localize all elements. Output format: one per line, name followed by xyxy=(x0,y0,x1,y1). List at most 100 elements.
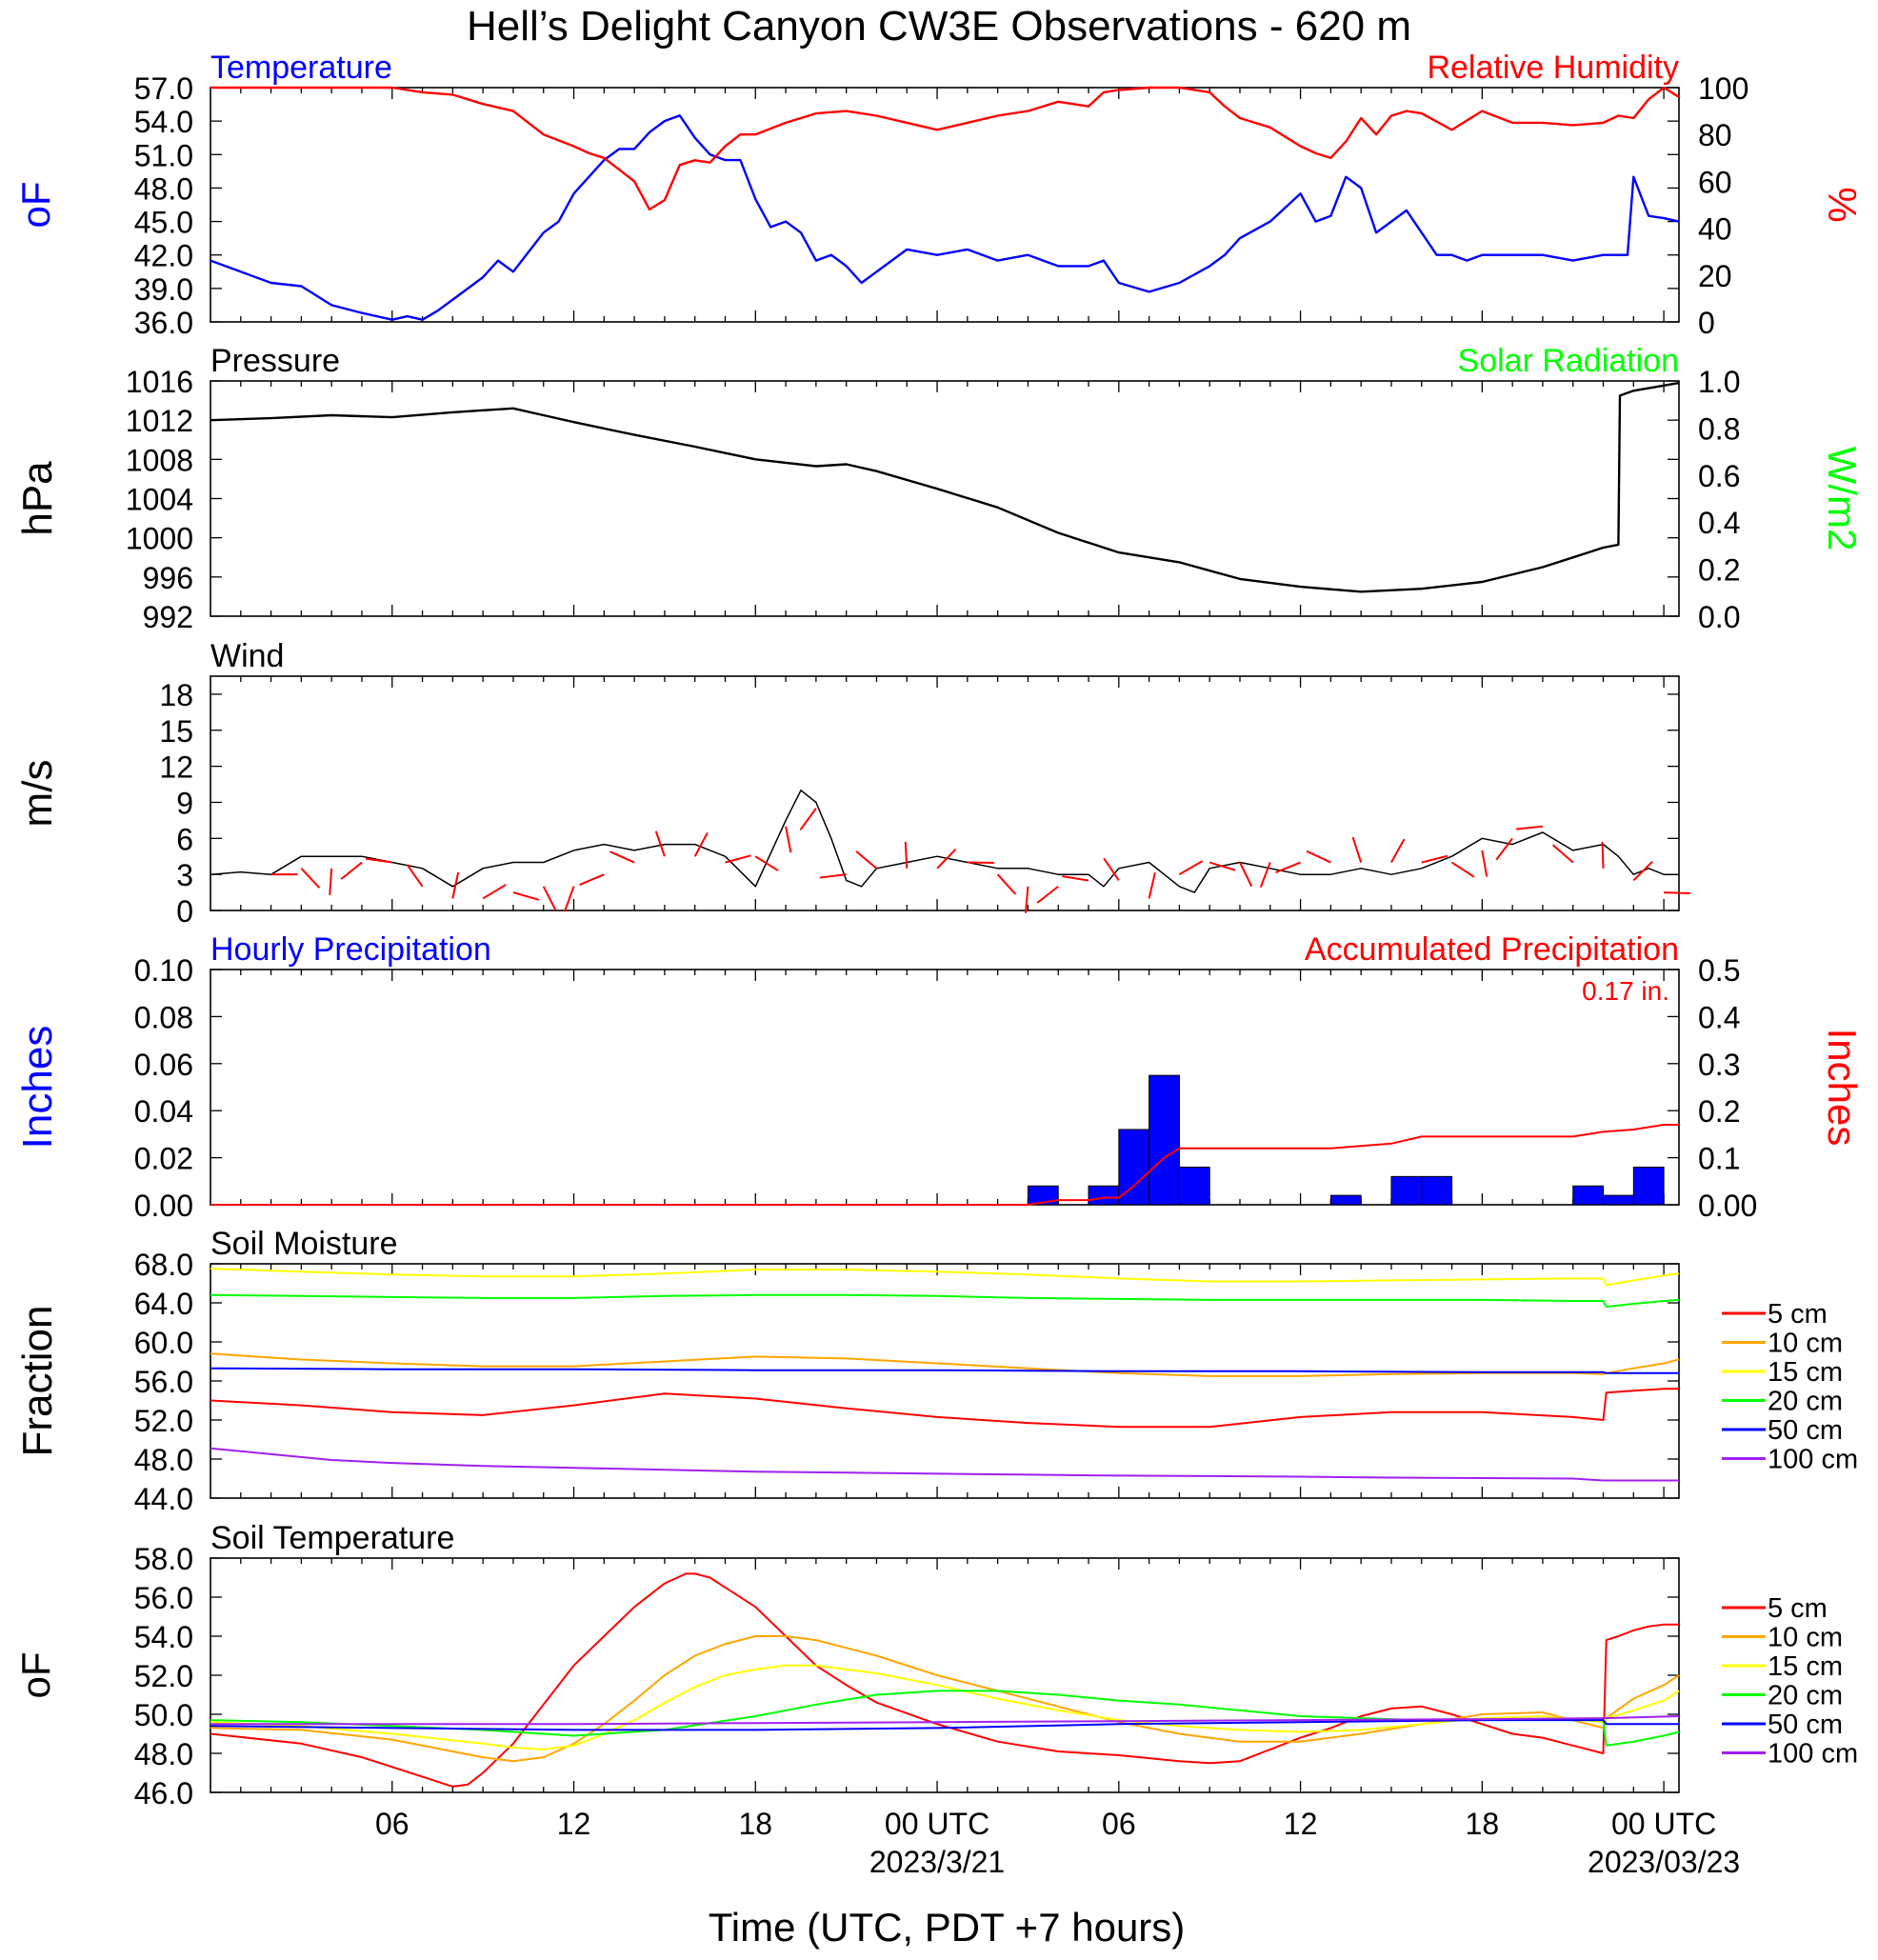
y-tick-label-left: 0.08 xyxy=(134,1000,193,1034)
y-axis-label-right: % xyxy=(1820,187,1865,222)
legend-label: 15 cm xyxy=(1768,1357,1843,1388)
legend-label: 10 cm xyxy=(1768,1623,1843,1653)
wind-barb xyxy=(725,854,751,864)
legend-label: 20 cm xyxy=(1768,1387,1843,1417)
y-tick-label-left: 0.10 xyxy=(134,953,193,988)
wind-barb xyxy=(996,873,1017,895)
wind-barb xyxy=(1351,836,1363,863)
y-tick-label-left: 58.0 xyxy=(134,1542,193,1576)
legend-label: 100 cm xyxy=(1768,1739,1858,1770)
wind-barb xyxy=(1390,838,1406,864)
y-axis-label-right: Inches xyxy=(1820,1029,1865,1147)
wind-barb xyxy=(904,841,909,869)
chart-title: Hell’s Delight Canyon CW3E Observations … xyxy=(467,3,1411,50)
precip-bar xyxy=(1178,1166,1210,1206)
y-axis-label-left: Inches xyxy=(14,1026,61,1150)
y-tick-label-right: 0.4 xyxy=(1698,506,1740,540)
wind-barb xyxy=(1024,886,1029,913)
y-tick-label-left: 46.0 xyxy=(134,1776,193,1810)
y-tick-label-right: 60 xyxy=(1698,165,1732,199)
legend-label: 50 cm xyxy=(1768,1710,1843,1740)
series-line-50-cm xyxy=(210,1719,1679,1731)
y-tick-label-right: 0.0 xyxy=(1698,600,1740,634)
wind-barb xyxy=(1148,871,1156,899)
panels: 36.039.042.045.048.051.054.057.002040608… xyxy=(13,50,1865,1879)
wind-barb xyxy=(936,849,957,870)
y-tick-label-left: 50.0 xyxy=(134,1698,193,1732)
precip-bar xyxy=(1027,1185,1059,1206)
wind-barb xyxy=(329,868,333,895)
series-line-20-cm xyxy=(210,1293,1680,1309)
legend-label: 50 cm xyxy=(1768,1415,1843,1446)
y-axis-label-left: hPa xyxy=(14,461,61,536)
x-tick-label: 06 xyxy=(1102,1807,1136,1841)
y-tick-label-left: 54.0 xyxy=(134,105,193,139)
y-tick-label-left: 1016 xyxy=(126,365,193,399)
y-tick-label-right: 0.4 xyxy=(1698,1000,1740,1034)
panel-title-left: Soil Moisture xyxy=(210,1226,398,1262)
precip-bar xyxy=(1390,1175,1423,1206)
y-tick-label-left: 44.0 xyxy=(134,1482,193,1516)
y-tick-label-right: 100 xyxy=(1698,71,1748,106)
precip-bar xyxy=(1632,1166,1665,1206)
y-tick-label-left: 52.0 xyxy=(134,1659,193,1693)
legend-label: 5 cm xyxy=(1768,1593,1828,1624)
y-tick-label-left: 0 xyxy=(176,894,193,929)
wind-barb xyxy=(609,850,635,864)
y-tick-label-left: 3 xyxy=(176,858,193,892)
y-tick-label-left: 1012 xyxy=(126,404,193,438)
wind-barb xyxy=(579,873,605,887)
panel-title-right: Relative Humidity xyxy=(1427,50,1679,86)
wind-barb xyxy=(1178,860,1204,876)
y-tick-label-right: 0.5 xyxy=(1698,953,1740,988)
panel-title-left: Wind xyxy=(210,638,284,674)
y-tick-label-right: 1.0 xyxy=(1698,365,1740,399)
y-tick-label-right: 0.8 xyxy=(1698,411,1740,446)
panel-soil_moisture: 44.0 48.0 52.0 56.0 60.0 64.0 68.0 Soil Moistur… xyxy=(14,1226,1858,1516)
legend-label: 5 cm xyxy=(1768,1299,1828,1330)
wind-barb xyxy=(300,868,321,890)
wind-barb xyxy=(482,884,507,900)
x-tick-label: 00 UTC xyxy=(885,1807,989,1841)
x-tick-label: 06 xyxy=(375,1807,410,1841)
y-tick-label-left: 51.0 xyxy=(134,138,193,172)
wind-barb xyxy=(819,873,847,879)
x-tick-label: 12 xyxy=(1284,1807,1318,1841)
y-tick-label-left: 6 xyxy=(176,822,193,856)
y-axis-label-right: W/m2 xyxy=(1820,447,1865,551)
series-line-15-cm xyxy=(210,1268,1680,1287)
y-tick-label-right: 0.2 xyxy=(1698,1094,1740,1129)
y-tick-label-right: 80 xyxy=(1698,118,1732,152)
y-tick-label-left: 39.0 xyxy=(134,272,193,307)
y-tick-label-left: 18 xyxy=(159,678,193,712)
y-tick-label-left: 48.0 xyxy=(134,1443,193,1477)
y-tick-label-left: 0.06 xyxy=(134,1048,193,1082)
y-tick-label-left: 68.0 xyxy=(134,1248,193,1282)
y-tick-label-left: 1004 xyxy=(126,483,193,517)
panel-title-right: Accumulated Precipitation xyxy=(1305,931,1679,968)
y-tick-label-left: 56.0 xyxy=(134,1365,193,1399)
y-axis-label-left: Fraction xyxy=(14,1306,61,1457)
legend-label: 15 cm xyxy=(1768,1651,1843,1682)
wind-barb xyxy=(512,891,540,901)
y-tick-label-right: 0.3 xyxy=(1698,1048,1740,1082)
wind-barb xyxy=(1664,891,1691,895)
precip-bar xyxy=(1088,1185,1120,1206)
series-line-5-cm xyxy=(210,1388,1679,1429)
panel-title-left: Soil Temperature xyxy=(210,1520,454,1556)
y-tick-label-left: 60.0 xyxy=(134,1326,193,1360)
series-line-15-cm xyxy=(210,1664,1680,1750)
wind-barb xyxy=(1275,861,1301,873)
series-line-5-cm xyxy=(210,1572,1679,1788)
y-tick-label-left: 54.0 xyxy=(134,1620,193,1654)
series-line-pressure xyxy=(210,381,1680,593)
precip-bar xyxy=(1118,1129,1150,1206)
panel-title-left: Temperature xyxy=(210,50,392,86)
series-line-100-cm xyxy=(210,1715,1680,1726)
y-tick-label-left: 64.0 xyxy=(134,1287,193,1321)
x-tick-label: 12 xyxy=(557,1807,591,1841)
y-tick-label-left: 42.0 xyxy=(134,239,193,273)
